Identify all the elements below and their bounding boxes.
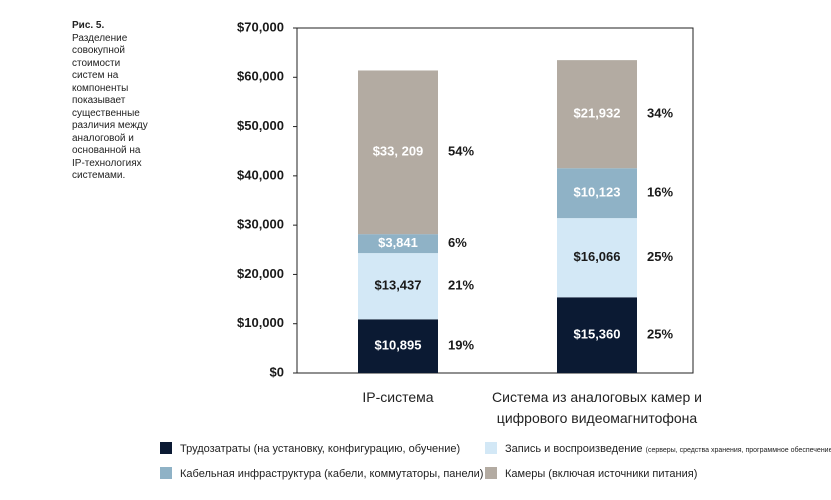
value-label: $21,932 [574, 106, 621, 121]
x-tick-label: IP-система [362, 389, 434, 405]
bar-segment [557, 297, 637, 373]
value-label: $13,437 [375, 278, 422, 293]
caption-text: Разделение совокупной стоимости систем н… [72, 32, 148, 182]
y-tick-label: $30,000 [237, 217, 284, 232]
legend-item: Запись и воспроизведение (серверы, средс… [485, 442, 831, 455]
legend-label: Камеры (включая источники питания) [505, 468, 698, 480]
bar-segment [358, 70, 438, 235]
percent-label: 16% [647, 185, 673, 200]
x-tick-label: Система из аналоговых камер и цифрового … [492, 389, 702, 426]
y-tick-label: $50,000 [237, 118, 284, 133]
y-tick-label: $10,000 [237, 315, 284, 330]
legend-swatch [160, 442, 172, 454]
bar-segment [557, 168, 637, 219]
y-tick-label: $40,000 [237, 167, 284, 182]
bar-segment [557, 218, 637, 298]
legend-note: (серверы, средства хранения, программное… [645, 447, 831, 454]
bar-segment [358, 234, 438, 254]
value-label: $10,123 [574, 185, 621, 200]
value-label: $16,066 [574, 249, 621, 264]
bar-segment [557, 60, 637, 169]
value-label: $33, 209 [373, 144, 424, 159]
y-tick-label: $20,000 [237, 266, 284, 281]
percent-label: 34% [647, 106, 673, 121]
legend-swatch [485, 467, 497, 479]
legend-swatch [160, 467, 172, 479]
value-label: $15,360 [574, 327, 621, 342]
percent-label: 25% [647, 327, 673, 342]
plot-frame [296, 27, 694, 374]
bar-segment [358, 253, 438, 320]
legend-item: Трудозатраты (на установку, конфигурацию… [160, 442, 460, 455]
y-tick-label: $70,000 [237, 19, 284, 34]
legend-swatch [485, 442, 497, 454]
y-tick-label: $60,000 [237, 69, 284, 84]
percent-label: 6% [448, 235, 467, 250]
percent-label: 19% [448, 338, 474, 353]
bar-segment [358, 319, 438, 373]
y-tick-label: $0 [270, 364, 284, 379]
legend-label: Запись и воспроизведение [505, 443, 643, 455]
legend-item: Кабельная инфраструктура (кабели, коммут… [160, 467, 483, 480]
caption-label: Рис. 5. [72, 20, 105, 31]
legend-item: Камеры (включая источники питания) [485, 467, 697, 480]
value-label: $3,841 [378, 235, 418, 250]
legend-label: Кабельная инфраструктура (кабели, коммут… [180, 468, 484, 480]
value-label: $10,895 [375, 338, 422, 353]
percent-label: 25% [647, 249, 673, 264]
legend-label: Трудозатраты (на установку, конфигурацию… [180, 443, 461, 455]
caption: Рис. 5. Разделение совокупной стоимости … [72, 20, 152, 183]
percent-label: 21% [448, 278, 474, 293]
percent-label: 54% [448, 144, 474, 159]
